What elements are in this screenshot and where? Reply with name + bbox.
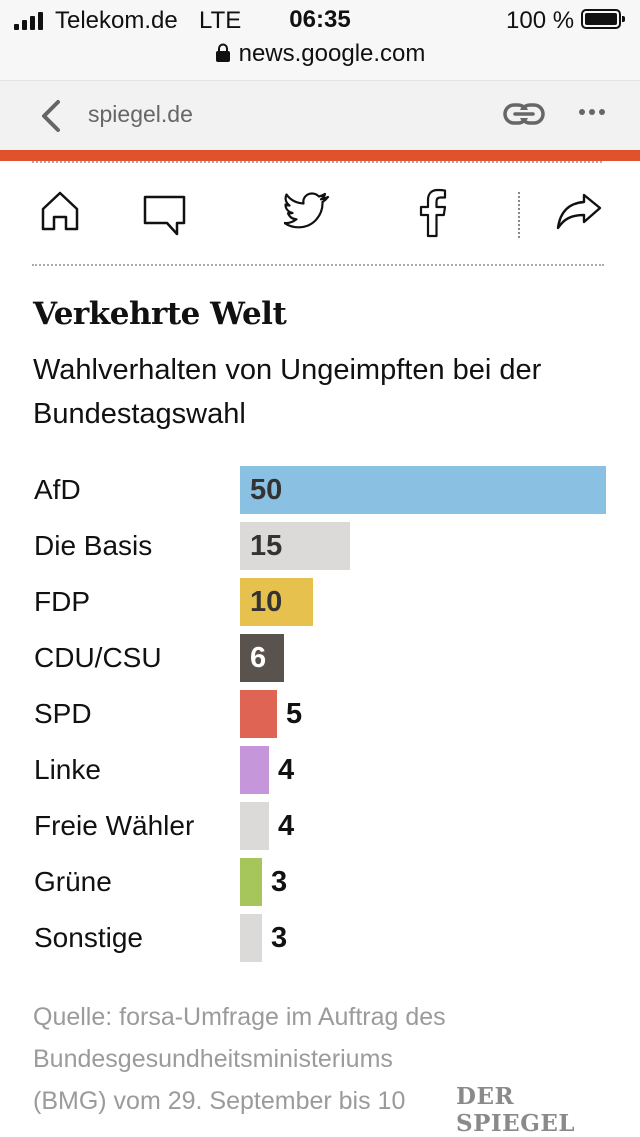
comment-icon[interactable]	[143, 190, 187, 236]
bar-label: CDU/CSU	[34, 642, 162, 673]
bar-label: AfD	[34, 474, 81, 505]
battery-percentage: 100 %	[506, 7, 575, 34]
data-label: 4	[278, 810, 295, 842]
back-icon[interactable]	[38, 99, 62, 133]
data-label: 4	[278, 754, 295, 786]
data-label: 6	[250, 642, 267, 674]
spiegel-logo: DER SPIEGEL	[456, 1083, 576, 1137]
source-note: Quelle: forsa-Umfrage im Auftrag des Bun…	[33, 1003, 446, 1115]
bar: 15	[240, 522, 350, 570]
bar	[240, 914, 262, 962]
chart-row: Die Basis 15	[0, 522, 640, 570]
chart-row: SPD 5	[0, 690, 640, 738]
home-icon[interactable]	[40, 190, 80, 232]
bar: 50	[240, 466, 606, 514]
status-bar: Telekom.de LTE 06:35 100 % news.google.c…	[0, 0, 640, 80]
chart-row: Linke 4	[0, 746, 640, 794]
clock: 06:35	[289, 6, 351, 33]
data-label: 3	[271, 866, 288, 898]
divider	[32, 161, 602, 163]
more-options-icon[interactable]	[578, 108, 606, 116]
data-label: 5	[286, 698, 303, 730]
article-title: Verkehrte Welt	[33, 296, 287, 332]
battery-icon	[581, 9, 625, 29]
divider	[32, 264, 604, 266]
bar	[240, 802, 269, 850]
signal-icon	[14, 12, 46, 30]
chart-row: CDU/CSU 6	[0, 634, 640, 682]
bar-label: SPD	[34, 698, 92, 729]
twitter-icon[interactable]	[284, 192, 330, 232]
bar-chart: AfD 50 Die Basis 15 FDP 10 CDU/CSU 6 SPD 5 Linke 4 F…	[0, 466, 640, 966]
network-type: LTE	[199, 7, 242, 34]
facebook-icon[interactable]	[418, 188, 448, 238]
chart-row: FDP 10	[0, 578, 640, 626]
browser-bar: spiegel.de	[0, 80, 640, 151]
bar-label: FDP	[34, 586, 90, 617]
bar-label: Sonstige	[34, 922, 143, 953]
data-label: 50	[250, 474, 283, 506]
bar	[240, 746, 269, 794]
chart-row: Freie Wähler 4	[0, 802, 640, 850]
bar	[240, 858, 262, 906]
brand-accent-bar	[0, 150, 640, 161]
bar: 6	[240, 634, 284, 682]
carrier-name: Telekom.de	[55, 7, 178, 34]
bar-label: Linke	[34, 754, 101, 785]
site-domain[interactable]: spiegel.de	[88, 101, 193, 127]
data-label: 3	[271, 922, 288, 954]
bar-label: Die Basis	[34, 530, 153, 561]
bar-label: Freie Wähler	[34, 810, 195, 841]
data-label: 10	[250, 586, 283, 618]
chart-row: Sonstige 3	[0, 914, 640, 962]
lock-icon	[215, 43, 230, 62]
bar	[240, 690, 277, 738]
article-subtitle: Wahlverhalten von Ungeimpften bei der Bu…	[33, 354, 542, 430]
bar: 10	[240, 578, 313, 626]
address-bar[interactable]: news.google.com	[0, 40, 640, 68]
chart-row: Grüne 3	[0, 858, 640, 906]
chart-row: AfD 50	[0, 466, 640, 514]
share-icon[interactable]	[556, 193, 602, 231]
bar-label: Grüne	[34, 866, 112, 897]
address-url: news.google.com	[238, 40, 426, 67]
data-label: 15	[250, 530, 283, 562]
toolbar-divider	[518, 192, 520, 238]
link-icon[interactable]	[503, 102, 545, 126]
